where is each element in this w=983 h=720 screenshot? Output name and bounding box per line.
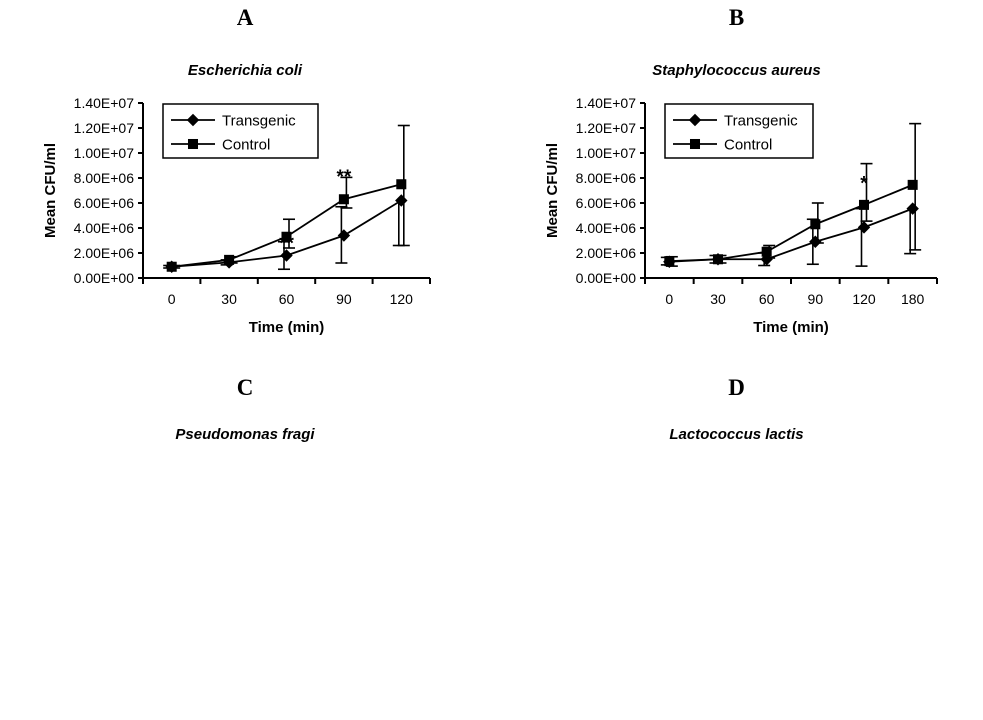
series-markers-control	[664, 179, 918, 267]
x-tick-label: 60	[279, 291, 295, 307]
y-tick-label: 0.00E+00	[74, 270, 135, 286]
series-markers-transgenic	[663, 202, 919, 268]
panel-letter-c: C	[236, 375, 254, 400]
x-tick-label: 180	[901, 291, 925, 307]
panel-letter-d: D	[728, 375, 745, 400]
panel-title-b: Staphylococcus aureus	[652, 62, 821, 79]
x-tick-label: 120	[852, 291, 876, 307]
chart-svg-d: 0.00E+005.00E+051.00E+061.50E+062.00E+06…	[490, 370, 983, 720]
y-tick-label: 1.00E+07	[74, 145, 135, 161]
panel-title-a: Escherichia coli	[187, 62, 303, 79]
x-tick-label: 90	[808, 291, 824, 307]
x-axis-title: Time (min)	[753, 319, 829, 336]
x-axis-title: Time (min)	[249, 319, 325, 336]
y-tick-label: 8.00E+06	[74, 170, 135, 186]
chart-plot-a: 0.00E+00 2.00E+06 4.00E+06 6.00E+06 8.00E+06…	[0, 0, 490, 370]
x-tick-label: 120	[390, 291, 414, 307]
legend-label: Transgenic	[222, 113, 296, 130]
legend-label: Control	[222, 137, 270, 154]
significance-marker: **	[279, 233, 294, 254]
panel-a: A Escherichia coli 0.00E+00 2.00E+06 4.00E…	[0, 0, 490, 370]
x-tick-label: 60	[759, 291, 775, 307]
y-tick-label: 8.00E+06	[576, 170, 637, 186]
x-tick-label: 90	[336, 291, 352, 307]
significance-marker: **	[337, 167, 352, 188]
y-tick-label: 4.00E+06	[74, 220, 135, 236]
significance-marker: *	[860, 173, 868, 194]
y-tick-label: 6.00E+06	[74, 195, 135, 211]
series-line-control	[669, 184, 914, 263]
chart-legend: Transgenic Control	[664, 103, 814, 159]
y-tick-label: 6.00E+06	[576, 195, 637, 211]
y-axis-title: Mean CFU/ml	[42, 143, 59, 238]
panel-letter-a: A	[236, 5, 254, 30]
chart-svg-b: 0.00E+00 2.00E+06 4.00E+06 6.00E+06 8.00E+06…	[544, 95, 938, 336]
x-tick-label: 30	[710, 291, 726, 307]
y-tick-label: 1.20E+07	[74, 120, 135, 136]
y-tick-label: 4.00E+06	[576, 220, 637, 236]
chart-svg-a: 0.00E+00 2.00E+06 4.00E+06 6.00E+06 8.00E+06…	[42, 95, 431, 336]
panel-title-d: Lactococcus lactis	[669, 426, 804, 443]
x-tick-label: 30	[221, 291, 237, 307]
x-tick-label: 0	[168, 291, 176, 307]
panel-c: C Pseudomonas fragi 0.00E+001.00E+052.00…	[0, 370, 490, 720]
y-tick-label: 1.40E+07	[576, 95, 637, 111]
y-tick-label: 2.00E+06	[576, 245, 637, 261]
legend-item-control: Control	[171, 137, 270, 154]
chart-legend: Transgenic Control	[162, 103, 319, 159]
legend-item-control: Control	[673, 137, 772, 154]
panel-title-c: Pseudomonas fragi	[175, 426, 315, 443]
panel-b: B Staphylococcus aureus 0.00E+00 2.00E+06…	[490, 0, 983, 370]
series-errorbars-transgenic	[660, 207, 917, 267]
legend-label: Control	[724, 137, 772, 154]
y-tick-label: 2.00E+06	[74, 245, 135, 261]
series-markers-control	[166, 179, 407, 272]
y-tick-label: 1.20E+07	[576, 120, 637, 136]
y-tick-label: 0.00E+00	[576, 270, 637, 286]
y-axis-title: Mean CFU/ml	[544, 143, 561, 238]
legend-item-transgenic: Transgenic	[171, 113, 296, 130]
chart-svg-c: 0.00E+001.00E+052.00E+053.00E+054.00E+05…	[0, 370, 490, 720]
chart-plot-d: 0.00E+005.00E+051.00E+061.50E+062.00E+06…	[490, 370, 983, 720]
chart-plot-b: 0.00E+00 2.00E+06 4.00E+06 6.00E+06 8.00E+06…	[490, 0, 983, 370]
y-tick-label: 1.00E+07	[576, 145, 637, 161]
panel-d: D Lactococcus lactis 0.00E+005.00E+051.0…	[490, 370, 983, 720]
series-line-transgenic	[669, 207, 913, 263]
y-tick-label: 1.40E+07	[74, 95, 135, 111]
x-tick-label: 0	[665, 291, 673, 307]
legend-label: Transgenic	[724, 113, 798, 130]
chart-plot-c: 0.00E+001.00E+052.00E+053.00E+054.00E+05…	[0, 370, 490, 720]
panel-letter-b: B	[728, 5, 745, 30]
legend-item-transgenic: Transgenic	[673, 113, 798, 130]
